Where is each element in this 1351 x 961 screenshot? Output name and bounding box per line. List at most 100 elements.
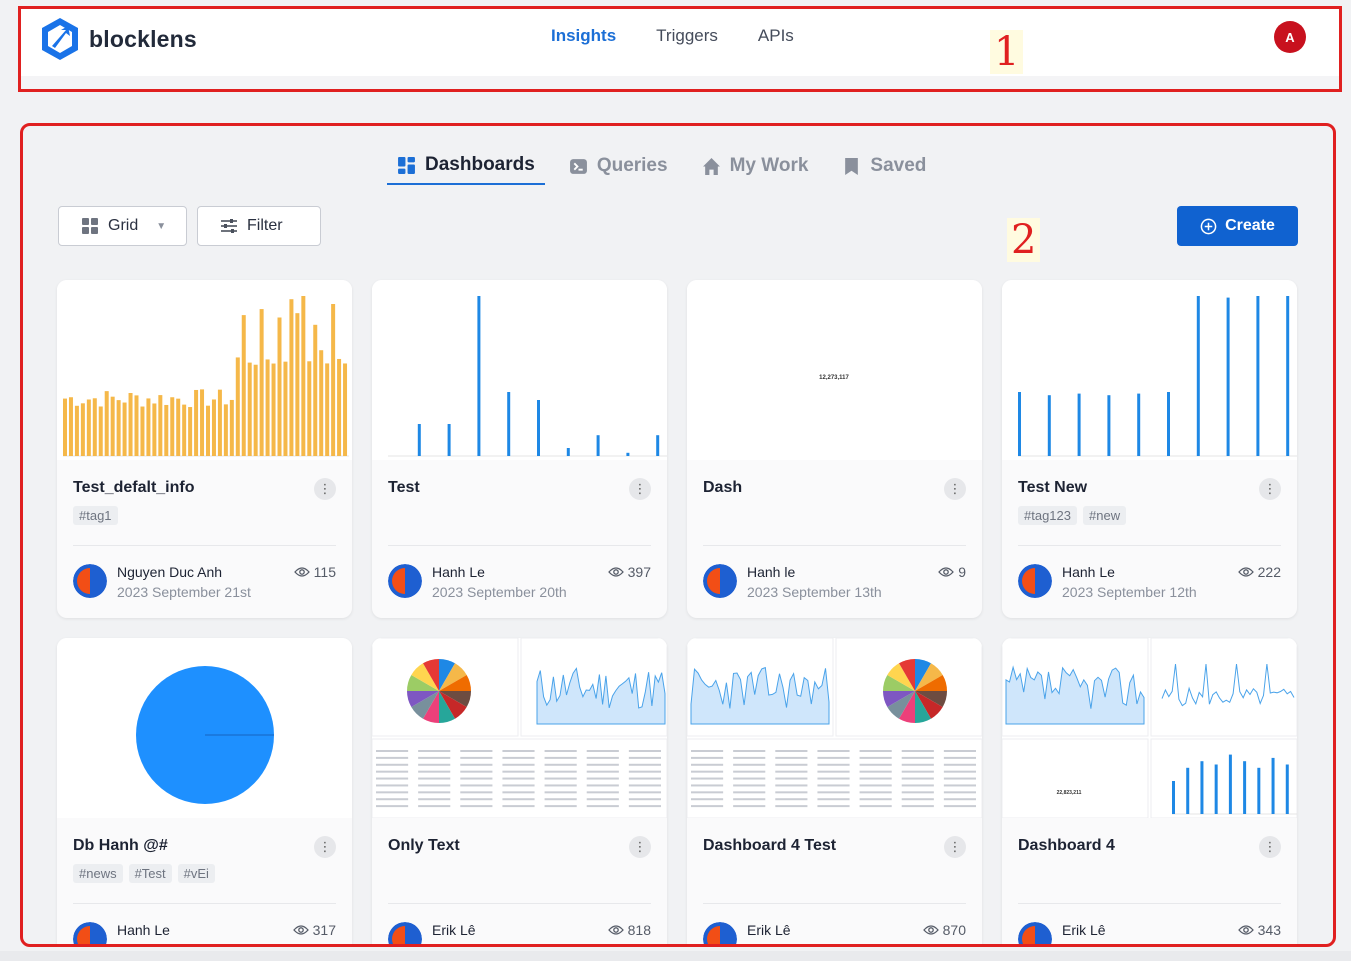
chart-bar bbox=[247, 362, 252, 456]
dashboard-card[interactable]: Test New ⋮ #tag123 #new Hanh Le 2023 Septembe… bbox=[1002, 280, 1297, 618]
tag-chip[interactable]: #vEi bbox=[177, 864, 215, 883]
more-options-icon[interactable]: ⋮ bbox=[629, 478, 651, 500]
dashboard-preview[interactable] bbox=[372, 280, 667, 460]
pie-slice bbox=[887, 663, 915, 691]
table-cell bbox=[943, 798, 976, 801]
view-mode-select[interactable]: Grid ▼ bbox=[58, 206, 187, 246]
table-cell bbox=[859, 763, 892, 766]
more-options-icon[interactable]: ⋮ bbox=[314, 478, 336, 500]
table-cell bbox=[460, 777, 493, 780]
pie-slice bbox=[407, 675, 439, 691]
eye-pupil bbox=[298, 569, 305, 575]
table-cell bbox=[628, 770, 661, 773]
table-cell bbox=[628, 805, 661, 808]
dashboard-title[interactable]: Db Hanh @# bbox=[73, 837, 168, 854]
table-cell bbox=[628, 777, 661, 780]
chart-bar bbox=[116, 400, 121, 456]
pie-slice bbox=[899, 691, 915, 723]
eye-icon bbox=[293, 567, 310, 577]
chart-bar bbox=[1047, 395, 1051, 456]
tag-chip[interactable]: #news bbox=[73, 864, 123, 883]
more-options-icon[interactable]: ⋮ bbox=[1259, 836, 1281, 858]
author-avatar-icon bbox=[1018, 922, 1052, 944]
grid-icon bbox=[398, 156, 415, 174]
dashboard-title[interactable]: Test_defalt_info bbox=[73, 479, 195, 496]
chart-bar bbox=[200, 389, 205, 456]
card-divider bbox=[703, 903, 966, 904]
pie-slice bbox=[915, 691, 931, 723]
dashboard-title[interactable]: Dash bbox=[703, 479, 743, 496]
dashboard-preview[interactable] bbox=[1002, 280, 1297, 460]
dashboard-card[interactable]: Test ⋮ Hanh Le 2023 September 20th 397 bbox=[372, 280, 667, 618]
more-options-icon[interactable]: ⋮ bbox=[944, 478, 966, 500]
avatar-shape bbox=[1022, 926, 1035, 944]
table-cell bbox=[733, 798, 766, 801]
table-cell bbox=[544, 777, 577, 780]
more-options-icon[interactable]: ⋮ bbox=[314, 836, 336, 858]
table-cell bbox=[901, 805, 934, 808]
pie-slice bbox=[899, 659, 915, 691]
tag-chip[interactable]: #Test bbox=[128, 864, 172, 883]
more-options-icon[interactable]: ⋮ bbox=[944, 836, 966, 858]
dashboard-preview[interactable]: 12,273,117 bbox=[687, 280, 982, 460]
dashboard-title[interactable]: Dashboard 4 bbox=[1018, 837, 1115, 854]
chart-bar bbox=[104, 391, 109, 456]
user-avatar[interactable]: A bbox=[1274, 21, 1306, 53]
author-avatar-icon bbox=[1018, 564, 1052, 598]
filter-button[interactable]: Filter bbox=[197, 206, 321, 246]
pie-slice bbox=[883, 691, 915, 707]
table-cell bbox=[628, 756, 661, 759]
dashboard-title[interactable]: Only Text bbox=[388, 837, 460, 854]
chart-bar bbox=[1243, 761, 1247, 814]
table-cell bbox=[376, 791, 409, 794]
table-cell bbox=[691, 750, 724, 752]
tag-chip[interactable]: #new bbox=[1083, 506, 1127, 525]
chart-bar bbox=[337, 358, 342, 456]
avatar-shape bbox=[707, 926, 720, 944]
nav-apis[interactable]: APIs bbox=[757, 26, 794, 45]
area-series bbox=[1005, 665, 1145, 725]
tab-my-work[interactable]: My Work bbox=[692, 147, 819, 185]
dashboard-card[interactable]: 22,823,211 Dashboard 4 ⋮ Erik Lê 2023 Septem… bbox=[1002, 638, 1297, 944]
tag-chip[interactable]: #tag123 bbox=[1018, 506, 1077, 525]
chart-bar bbox=[537, 400, 540, 456]
chart-bar bbox=[194, 389, 199, 456]
eye-outline bbox=[607, 925, 624, 935]
more-options-icon[interactable]: ⋮ bbox=[629, 836, 651, 858]
view-count-value: 397 bbox=[627, 564, 651, 580]
dashboard-preview[interactable] bbox=[57, 638, 352, 818]
tab-queries[interactable]: Queries bbox=[559, 147, 678, 185]
author-name: Erik Lê bbox=[747, 922, 791, 938]
dashboard-card[interactable]: Test_defalt_info ⋮ #tag1 Nguyen Duc Anh 2023… bbox=[57, 280, 352, 618]
sliders-icon bbox=[221, 219, 237, 233]
view-count: 343 bbox=[1237, 922, 1281, 938]
dashboard-card[interactable]: Dashboard 4 Test ⋮ Erik Lê 2023 September 1… bbox=[687, 638, 982, 944]
dashboard-card[interactable]: 12,273,117 Dash ⋮ Hanh le 2023 September 13t… bbox=[687, 280, 982, 618]
dashboard-title[interactable]: Dashboard 4 Test bbox=[703, 837, 837, 854]
dashboard-title[interactable]: Test bbox=[388, 479, 420, 496]
dashboard-preview[interactable] bbox=[372, 638, 667, 818]
dashboard-card[interactable]: Only Text ⋮ Erik Lê 2023 September 11th 818 bbox=[372, 638, 667, 944]
dashboard-preview[interactable] bbox=[57, 280, 352, 460]
tab-dashboards[interactable]: Dashboards bbox=[387, 147, 545, 185]
table-cell bbox=[502, 756, 535, 759]
tab-saved[interactable]: Saved bbox=[832, 147, 936, 185]
table-cell bbox=[901, 770, 934, 773]
created-date: 2023 September 11th bbox=[747, 942, 881, 944]
table-cell bbox=[775, 784, 808, 787]
dashboard-title[interactable]: Test New bbox=[1018, 479, 1088, 496]
nav-insights[interactable]: Insights bbox=[551, 26, 617, 45]
dashboard-preview[interactable] bbox=[687, 638, 982, 818]
brand-logo[interactable]: blocklens bbox=[39, 16, 197, 62]
card-divider bbox=[1018, 903, 1281, 904]
pie-slice bbox=[883, 675, 915, 691]
create-button[interactable]: Create bbox=[1177, 206, 1298, 246]
chart-bar bbox=[477, 296, 481, 456]
more-options-icon[interactable]: ⋮ bbox=[1259, 478, 1281, 500]
table-cell bbox=[502, 750, 535, 752]
nav-triggers[interactable]: Triggers bbox=[656, 26, 718, 45]
dashboard-card[interactable]: Db Hanh @# ⋮ #news #Test #vEi Hanh Le 2023 Sep… bbox=[57, 638, 352, 944]
dashboard-preview[interactable]: 22,823,211 bbox=[1002, 638, 1297, 818]
tag-chip[interactable]: #tag1 bbox=[73, 506, 118, 525]
table-cell bbox=[901, 750, 934, 752]
